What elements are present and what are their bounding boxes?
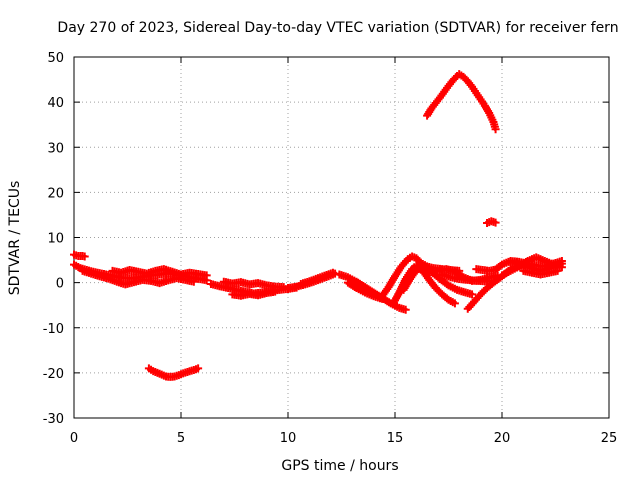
series-arc-early [70,250,89,261]
x-axis-label: GPS time / hours [281,458,398,474]
data-point-marker [202,271,211,280]
y-tick-label: 40 [47,96,64,111]
x-tick-label: 0 [70,431,78,446]
series-arc-mid-e [296,268,337,288]
data-point-marker [557,256,566,265]
series-arc-negative [144,364,203,381]
x-tick-label: 15 [387,431,404,446]
data-point-marker [553,266,562,275]
y-tick-label: 50 [47,51,64,66]
series-arc-spike [483,217,500,228]
data-points [70,70,566,381]
y-tick-label: -10 [43,322,64,337]
series-arc-descend-b [343,278,387,303]
y-axis-label: SDTVAR / TECUs [7,181,23,296]
y-tick-label: 30 [47,141,64,156]
y-axis-ticks: -30 -20 -10 0 10 20 30 40 50 [43,51,609,427]
series-arc-mid-b [219,277,288,292]
series-arc-late-d [506,256,566,271]
grid [74,57,609,418]
series-arc-main-c [108,265,211,280]
y-tick-label: 20 [47,186,64,201]
series-arc-mid-c [228,287,280,300]
data-point-marker [401,305,410,314]
data-point-marker [450,299,459,308]
data-point-marker [328,268,337,277]
data-point-marker [468,290,477,299]
series-arc-high [423,70,500,134]
y-tick-label: -30 [43,412,64,427]
chart-title: Day 270 of 2023, Sidereal Day-to-day VTE… [57,20,618,36]
y-tick-label: 10 [47,232,64,247]
data-point-marker [194,364,203,373]
x-tick-label: 10 [280,431,297,446]
data-point-marker [491,218,500,227]
data-point-marker [491,125,500,134]
x-tick-label: 20 [494,431,511,446]
data-point-marker [189,277,198,286]
y-tick-label: -20 [43,367,64,382]
data-point-marker [271,287,280,296]
x-tick-label: 5 [177,431,185,446]
x-axis-ticks: 0 5 10 15 20 25 [70,57,617,446]
data-point-marker [80,252,89,261]
series-arc-late-e [519,266,562,279]
y-tick-label: 0 [56,277,64,292]
series-arc-main-b [78,266,198,289]
x-tick-label: 25 [601,431,618,446]
